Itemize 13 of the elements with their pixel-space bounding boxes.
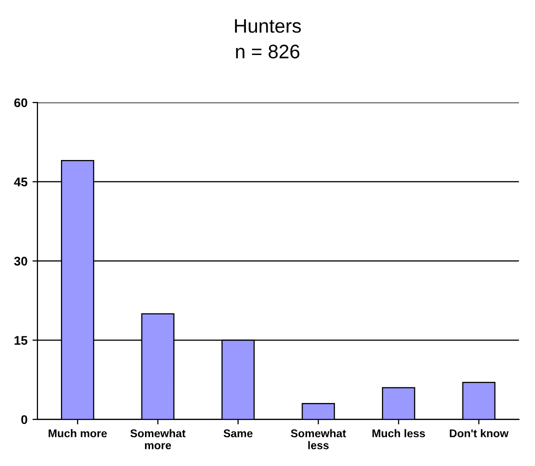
y-tick-label: 60: [14, 98, 28, 108]
y-tick-label: 15: [14, 336, 28, 345]
chart-title: Hunters: [235, 19, 301, 33]
y-tick-label: 45: [14, 178, 28, 186]
x-tick-label: Somewhat more: [130, 429, 186, 450]
x-tick-label: Much less: [372, 429, 425, 438]
chart-subtitle: n = 826: [236, 44, 300, 58]
x-tick-label: Much more: [48, 429, 107, 438]
x-tick-label: Don't know: [450, 429, 509, 438]
y-tick-label: 0: [21, 415, 28, 424]
x-tick-label: Somewhat less: [290, 429, 346, 450]
y-tick-label: 30: [14, 256, 28, 266]
x-tick-label: Same: [224, 429, 253, 438]
